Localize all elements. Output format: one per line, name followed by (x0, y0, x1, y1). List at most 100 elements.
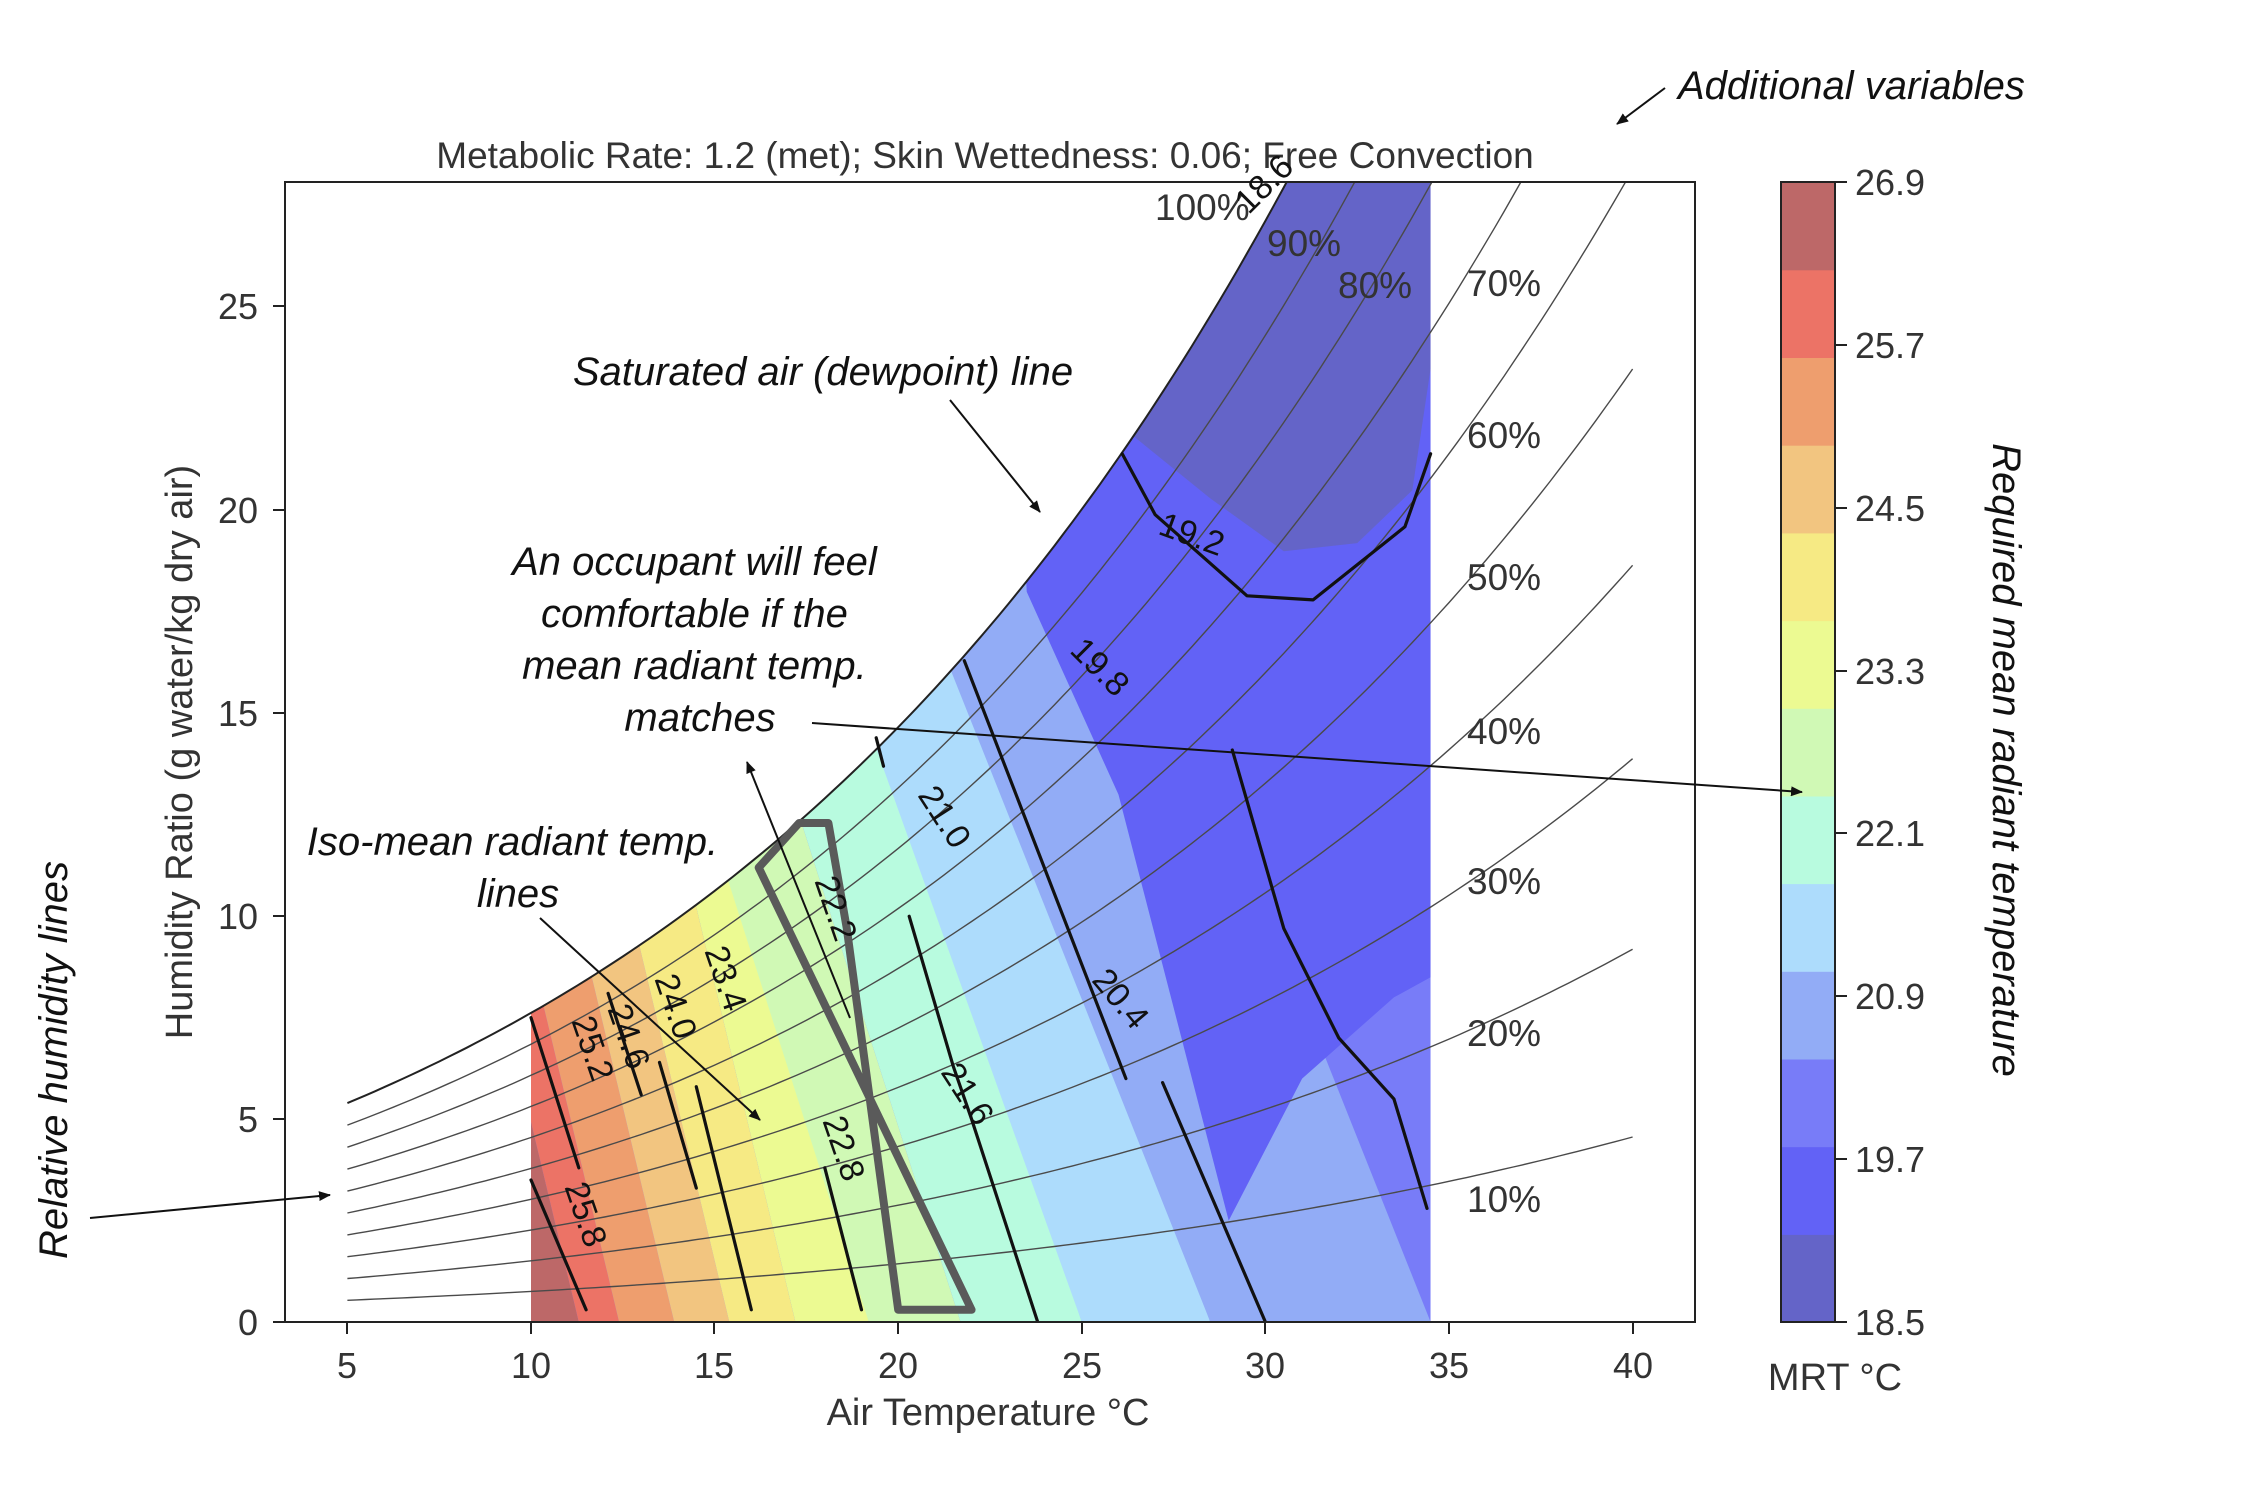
colorbar-segment (1781, 1058, 1835, 1148)
x-tick-label: 15 (694, 1345, 734, 1386)
colorbar-label: MRT °C (1768, 1357, 1902, 1399)
y-axis: 0 5 10 15 20 25 Humidity Ratio (g water/… (159, 286, 285, 1343)
annotation-comfort: An occupant will feel comfortable if the… (510, 540, 888, 740)
colorbar-segment (1781, 795, 1835, 885)
annotation-arrow (949, 399, 1041, 513)
iso-mrt-line (1161, 1081, 1267, 1322)
iso-mrt-line (874, 736, 886, 768)
colorbar-segment (1781, 1234, 1835, 1323)
annotation-comfort-line: comfortable if the (541, 592, 848, 636)
colorbar-segment (1781, 269, 1835, 358)
colorbar-segment (1781, 620, 1835, 709)
colorbar-tick-label: 19.7 (1855, 1139, 1925, 1180)
annotation-required-mrt: Required mean radiant temperature (1984, 443, 2028, 1077)
colorbar-segment (1781, 357, 1835, 446)
colorbar-tick-label: 26.9 (1855, 162, 1925, 203)
iso-mrt-line (1230, 748, 1429, 1210)
rh-line-70 (347, 182, 1522, 1170)
annotation-arrow (811, 722, 1803, 797)
x-tick-label: 40 (1613, 1345, 1653, 1386)
colorbar-segment (1781, 971, 1835, 1060)
rh-label-80: 80% (1338, 265, 1412, 306)
colorbar-frame (1780, 181, 1836, 1323)
colorbar: 18.5 19.7 20.9 22.1 23.3 24.5 25.7 26.9 … (1768, 162, 1925, 1399)
rh-line-10 (347, 1136, 1633, 1301)
rh-line-60 (347, 182, 1627, 1192)
rh-line-90 (347, 182, 1356, 1126)
colorbar-segments (1781, 182, 1835, 1323)
iso-mrt-line (1120, 452, 1433, 602)
annotations: Additional variables Saturated air (dewp… (32, 64, 2028, 1259)
iso-mrt-line (694, 1085, 753, 1312)
chart-title: Metabolic Rate: 1.2 (met); Skin Wettedne… (436, 135, 1534, 176)
x-tick-label: 20 (878, 1345, 918, 1386)
iso-mrt-line (754, 819, 976, 1314)
rh-label-50: 50% (1467, 557, 1541, 598)
x-axis-label: Air Temperature °C (827, 1392, 1150, 1434)
colorbar-tick-label: 20.9 (1855, 976, 1925, 1017)
iso-mrt-line (529, 1016, 581, 1170)
rh-line-50 (347, 368, 1634, 1214)
colorbar-tick-label: 18.5 (1855, 1302, 1925, 1343)
colorbar-segment (1781, 883, 1835, 972)
rh-line-20 (347, 948, 1633, 1280)
y-tick-label: 25 (218, 286, 258, 327)
y-tick-label: 0 (238, 1302, 258, 1343)
x-tick-label: 10 (511, 1345, 551, 1386)
annotation-additional-variables: Additional variables (1676, 64, 2025, 108)
annotation-arrow (89, 1191, 331, 1219)
colorbar-segment (1781, 1146, 1835, 1235)
colorbar-segment (1781, 445, 1835, 534)
colorbar-tick-label: 25.7 (1855, 325, 1925, 366)
annotation-iso-lines-line: lines (477, 872, 559, 916)
annotation-arrow (1616, 87, 1666, 125)
x-tick-label: 5 (337, 1345, 357, 1386)
y-tick-label: 10 (218, 896, 258, 937)
colorbar-segment (1781, 532, 1835, 622)
relative-humidity-lines (347, 182, 1634, 1301)
rh-line-80 (347, 182, 1433, 1148)
colorbar-segment (1781, 708, 1835, 797)
iso-mrt-lines (529, 452, 1433, 1322)
rh-label-30: 30% (1467, 861, 1541, 902)
annotation-arrow (539, 917, 761, 1121)
y-tick-label: 5 (238, 1099, 258, 1140)
iso-mrt-line (907, 914, 1040, 1322)
iso-mrt-line (606, 991, 643, 1097)
x-tick-label: 25 (1062, 1345, 1102, 1386)
rh-line-100 (347, 182, 1288, 1105)
iso-mrt-line (962, 659, 1128, 1081)
iso-mrt-line (529, 1178, 588, 1312)
rh-label-10: 10% (1467, 1179, 1541, 1220)
rh-label-70: 70% (1467, 263, 1541, 304)
plot-area: 10% 20% 30% 40% 50% 60% 70% 80% 90% 100%… (284, 147, 1696, 1323)
plot-frame (284, 181, 1696, 1323)
x-tick-label: 35 (1429, 1345, 1469, 1386)
annotation-comfort-line: matches (624, 696, 775, 740)
annotation-iso-lines-line: Iso-mean radiant temp. (307, 820, 718, 864)
colorbar-tick-label: 22.1 (1855, 813, 1925, 854)
annotation-arrow (746, 761, 851, 1019)
iso-mrt-line (657, 1060, 698, 1190)
rh-line-40 (347, 564, 1634, 1236)
colorbar-tick-label: 24.5 (1855, 488, 1925, 529)
rh-label-90: 90% (1267, 223, 1341, 264)
iso-mrt-line (823, 1166, 864, 1312)
y-axis-label: Humidity Ratio (g water/kg dry air) (159, 465, 201, 1039)
rh-label-100: 100% (1155, 187, 1250, 228)
colorbar-tick-label: 23.3 (1855, 651, 1925, 692)
rh-line-30 (347, 758, 1634, 1258)
colorbar-segment (1781, 182, 1835, 271)
annotation-rh-lines: Relative humidity lines (32, 861, 76, 1259)
x-axis: 5 10 15 20 25 30 35 40 Air Temperature °… (337, 1322, 1653, 1434)
annotation-comfort-line: mean radiant temp. (522, 644, 867, 688)
mrt-band (531, 182, 579, 1322)
annotation-iso-lines: Iso-mean radiant temp. lines (307, 820, 729, 916)
rh-label-40: 40% (1467, 711, 1541, 752)
y-tick-label: 15 (218, 693, 258, 734)
rh-label-60: 60% (1467, 415, 1541, 456)
y-tick-label: 20 (218, 490, 258, 531)
relative-humidity-labels: 10% 20% 30% 40% 50% 60% 70% 80% 90% 100% (1155, 187, 1541, 1220)
annotation-saturated-line: Saturated air (dewpoint) line (573, 350, 1073, 394)
